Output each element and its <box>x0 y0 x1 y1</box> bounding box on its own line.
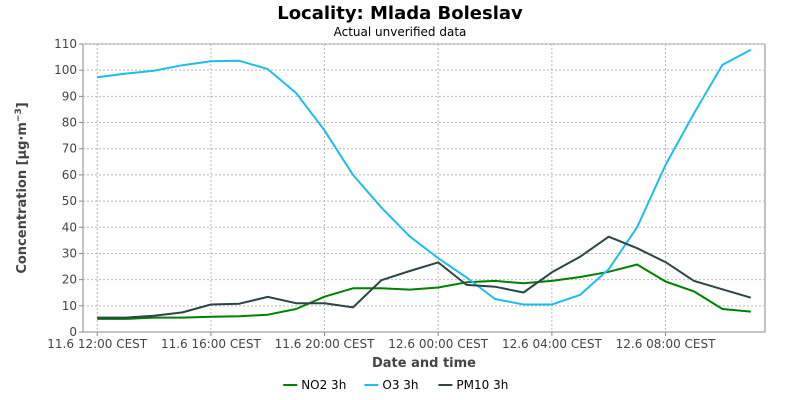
chart-title: Locality: Mlada Boleslav <box>277 3 523 24</box>
legend-label: NO2 3h <box>301 378 346 392</box>
chart-subtitle: Actual unverified data <box>334 25 467 39</box>
x-tick-label: 11.6 20:00 CEST <box>275 337 376 351</box>
y-tick-label: 80 <box>62 116 77 130</box>
x-tick-label: 11.6 12:00 CEST <box>47 337 148 351</box>
y-tick-label: 110 <box>54 37 77 51</box>
x-gridlines <box>96 44 667 332</box>
y-tick-label: 90 <box>62 89 77 103</box>
x-tick-label: 12.6 00:00 CEST <box>388 337 489 351</box>
series-line-no2-3h <box>97 263 751 320</box>
legend-item: NO2 3h <box>283 378 346 392</box>
x-tick-label: 12.6 04:00 CEST <box>502 337 603 351</box>
legend-label: O3 3h <box>382 378 418 392</box>
y-tick-label: 100 <box>54 63 77 77</box>
y-tick-label: 70 <box>62 142 77 156</box>
series-line-o3-3h <box>97 48 752 306</box>
y-tick-label: 20 <box>62 273 77 287</box>
series-layer <box>97 48 752 320</box>
x-tick-label: 12.6 08:00 CEST <box>616 337 717 351</box>
legend-item: O3 3h <box>364 378 419 392</box>
legend: NO2 3h O3 3h PM10 3h <box>283 378 508 392</box>
y-tick-label: 40 <box>62 220 77 234</box>
y-tick-label: 10 <box>62 299 77 313</box>
plot-area <box>82 43 766 333</box>
y-tick-label: 0 <box>69 325 77 339</box>
x-tick-label: 11.6 16:00 CEST <box>161 337 262 351</box>
x-axis-label: Date and time <box>372 356 476 371</box>
legend-label: PM10 3h <box>456 378 508 392</box>
y-tick-label: 60 <box>62 168 77 182</box>
x-tick-labels: 11.6 12:00 CEST 11.6 16:00 CEST 11.6 20:00… <box>47 332 716 351</box>
y-tick-labels: 0 10 20 30 40 50 60 70 80 90 100 110 <box>54 37 83 339</box>
y-axis-label-main: Concentration [µg·m <box>15 122 30 274</box>
y-gridlines <box>83 43 765 307</box>
y-tick-label: 30 <box>62 246 77 260</box>
y-axis-label: Concentration [µg·m−3] <box>14 102 30 273</box>
y-axis-label-superscript: −3 <box>14 108 24 122</box>
y-axis-label-end: ] <box>15 102 30 108</box>
series-line-pm10-3h <box>97 235 752 319</box>
legend-item: PM10 3h <box>438 378 508 392</box>
y-tick-label: 50 <box>62 194 77 208</box>
